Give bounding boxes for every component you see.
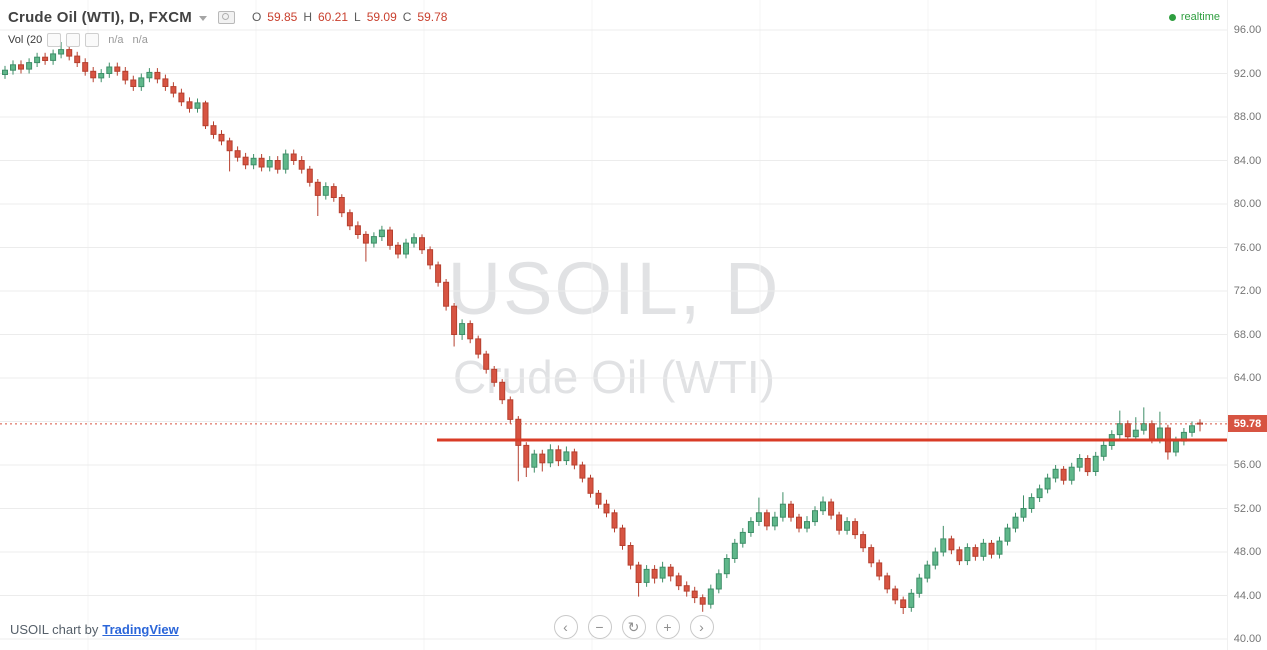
price-tick: 64.00 bbox=[1233, 372, 1262, 384]
tradingview-link[interactable]: TradingView bbox=[102, 622, 179, 637]
price-tick: 52.00 bbox=[1233, 502, 1262, 515]
study-value-2: n/a bbox=[132, 34, 148, 46]
symbol-legend-row: Crude Oil (WTI), D, FXCM O 59.85 H 60.21 L… bbox=[8, 7, 447, 27]
realtime-label: realtime bbox=[1180, 11, 1220, 23]
chart-canvas[interactable] bbox=[0, 0, 1228, 650]
zoom-in-button[interactable]: + bbox=[655, 615, 680, 639]
low-value: 59.09 bbox=[366, 10, 397, 24]
price-tick: 40.00 bbox=[1233, 633, 1262, 645]
open-value: 59.85 bbox=[267, 10, 298, 24]
price-tick: 92.00 bbox=[1233, 67, 1262, 80]
reset-view-button[interactable]: ↻ bbox=[621, 615, 646, 639]
volume-study-label: Vol (20 bbox=[8, 34, 43, 46]
last-price-badge: 59.78 bbox=[1228, 415, 1267, 433]
high-label: H bbox=[303, 10, 312, 24]
study-value-1: n/a bbox=[108, 34, 124, 46]
scroll-right-button[interactable]: › bbox=[689, 615, 714, 639]
price-tick: 80.00 bbox=[1233, 198, 1262, 210]
price-tick: 68.00 bbox=[1233, 328, 1262, 341]
study-close-icon[interactable] bbox=[85, 33, 100, 47]
attribution-text: USOIL chart by bbox=[10, 622, 99, 637]
camera-icon[interactable] bbox=[217, 10, 235, 24]
zoom-out-button[interactable]: − bbox=[587, 615, 612, 639]
chart-nav-toolbar: ‹ − ↻ + › bbox=[553, 615, 714, 639]
study-legend-row: Vol (20 n/a n/a bbox=[8, 33, 447, 47]
ohlc-readout: O 59.85 H 60.21 L 59.09 C 59.78 bbox=[252, 10, 448, 24]
price-tick: 44.00 bbox=[1233, 589, 1262, 602]
symbol-title: Crude Oil (WTI), D, FXCM bbox=[8, 8, 192, 26]
realtime-status: realtime bbox=[1168, 11, 1220, 23]
candles bbox=[2, 42, 1203, 614]
price-tick: 48.00 bbox=[1233, 546, 1262, 558]
high-value: 60.21 bbox=[318, 10, 349, 24]
study-settings-icon[interactable] bbox=[66, 33, 81, 47]
chart-legend: Crude Oil (WTI), D, FXCM O 59.85 H 60.21 L… bbox=[8, 7, 447, 47]
open-label: O bbox=[251, 10, 262, 24]
caret-down-icon[interactable] bbox=[198, 15, 207, 21]
realtime-dot-icon bbox=[1168, 13, 1176, 21]
price-tick: 84.00 bbox=[1233, 154, 1262, 167]
price-axis[interactable]: 59.78 96.00 92.00 88.00 84.00 80.00 76.00 72.0… bbox=[1227, 0, 1267, 650]
low-label: L bbox=[354, 10, 361, 24]
vertical-gridlines bbox=[87, 0, 1097, 650]
price-tick: 76.00 bbox=[1233, 241, 1262, 254]
study-eye-icon[interactable] bbox=[47, 33, 62, 47]
close-label: C bbox=[402, 10, 412, 24]
price-tick: 88.00 bbox=[1233, 111, 1262, 123]
price-tick: 72.00 bbox=[1233, 285, 1262, 297]
price-tick: 96.00 bbox=[1233, 24, 1262, 36]
close-value: 59.78 bbox=[417, 10, 448, 24]
horizontal-gridlines bbox=[0, 29, 1228, 640]
attribution: USOIL chart by TradingView bbox=[10, 622, 179, 637]
scroll-left-button[interactable]: ‹ bbox=[553, 615, 578, 639]
price-tick: 56.00 bbox=[1233, 459, 1262, 471]
